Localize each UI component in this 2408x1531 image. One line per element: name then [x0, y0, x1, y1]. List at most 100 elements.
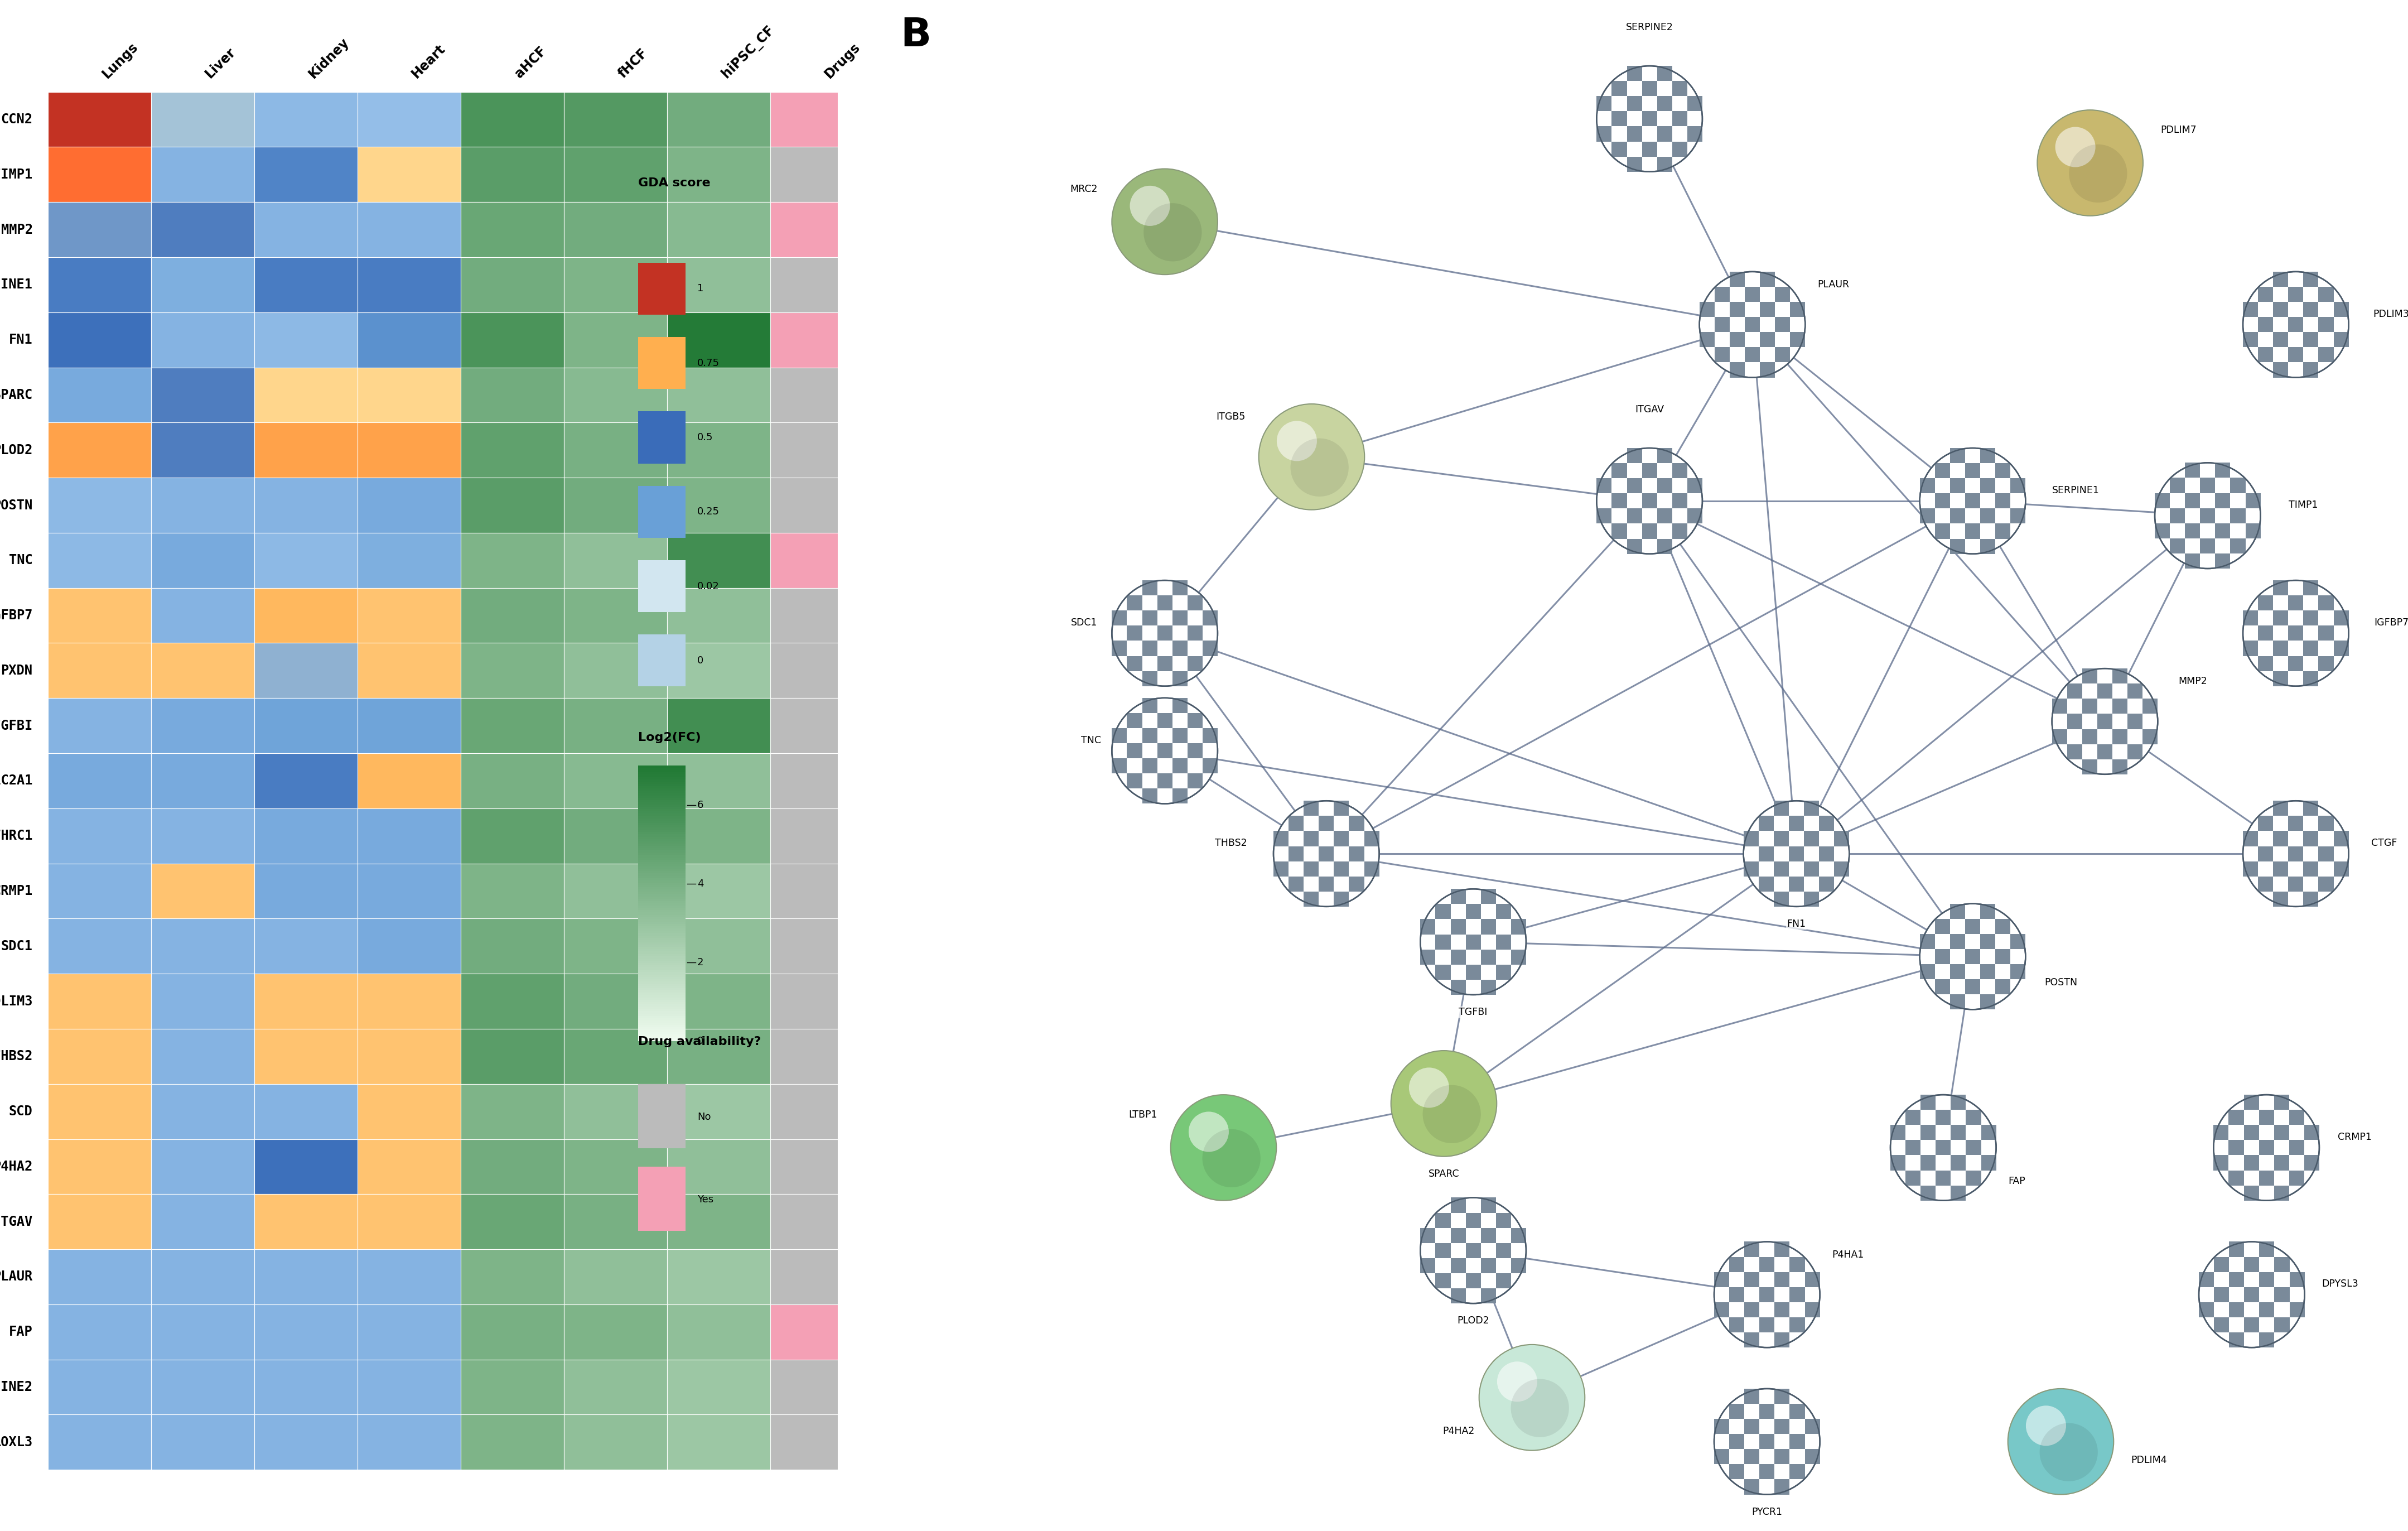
Bar	[2213, 1257, 2230, 1272]
Bar	[1775, 1419, 1789, 1435]
Bar	[638, 876, 686, 879]
Bar	[1481, 1197, 1495, 1213]
Bar	[638, 772, 686, 775]
Bar	[48, 1084, 152, 1139]
Bar	[638, 998, 686, 1000]
Bar	[638, 1001, 686, 1004]
Bar	[359, 1249, 460, 1304]
Bar	[1922, 1095, 1936, 1110]
Text: CTGF: CTGF	[2372, 837, 2396, 848]
Bar	[460, 202, 563, 257]
Bar	[1996, 949, 2011, 965]
Bar	[1789, 1317, 1804, 1332]
Bar	[2215, 524, 2230, 539]
Bar	[563, 919, 667, 974]
Bar	[152, 1304, 255, 1360]
Bar	[2242, 332, 2259, 348]
Bar	[255, 643, 359, 698]
Circle shape	[2068, 144, 2126, 202]
Bar	[2319, 286, 2333, 302]
Text: Drug availability?: Drug availability?	[638, 1036, 761, 1047]
Bar	[1657, 449, 1671, 464]
Bar	[359, 1360, 460, 1415]
Bar	[1818, 847, 1835, 862]
Bar	[2112, 759, 2129, 775]
Bar	[1804, 891, 1818, 906]
Bar	[2304, 801, 2319, 816]
Bar	[1112, 611, 1127, 626]
Bar	[152, 974, 255, 1029]
Circle shape	[1202, 1130, 1259, 1188]
Bar	[1965, 980, 1979, 994]
Bar	[2184, 493, 2201, 508]
Bar	[638, 816, 686, 818]
Bar	[1936, 1170, 1950, 1185]
Bar	[1450, 980, 1466, 995]
Text: No: No	[698, 1112, 710, 1122]
Bar	[2319, 816, 2333, 831]
Bar	[359, 423, 460, 478]
Bar	[638, 1017, 686, 1018]
Bar	[1628, 156, 1642, 171]
Bar	[2259, 1110, 2273, 1125]
Text: 0: 0	[698, 655, 703, 666]
Bar	[152, 312, 255, 367]
Bar	[2304, 862, 2319, 876]
Circle shape	[1170, 1095, 1276, 1200]
Bar	[638, 337, 686, 389]
Bar	[2273, 1095, 2290, 1110]
Bar	[638, 867, 686, 870]
Bar	[638, 833, 686, 834]
Bar	[2276, 1317, 2290, 1332]
Bar	[1919, 965, 1936, 980]
Bar	[2259, 286, 2273, 302]
Bar	[1789, 816, 1804, 831]
Bar	[460, 478, 563, 533]
Bar	[1950, 994, 1965, 1009]
Bar	[1979, 449, 1996, 464]
Bar	[255, 92, 359, 147]
Bar	[48, 1360, 152, 1415]
Bar	[152, 698, 255, 753]
Bar	[460, 533, 563, 588]
Bar	[359, 974, 460, 1029]
Bar	[2259, 1332, 2276, 1347]
Bar	[460, 1029, 563, 1084]
Bar	[1936, 493, 1950, 508]
Bar	[1671, 81, 1688, 96]
Bar	[255, 1139, 359, 1194]
Bar	[2184, 524, 2201, 539]
Circle shape	[1890, 1095, 1996, 1200]
Bar	[638, 1027, 686, 1029]
Bar	[1936, 980, 1950, 994]
Text: TGFBI: TGFBI	[0, 720, 34, 732]
Bar	[1818, 876, 1835, 891]
Bar	[1141, 671, 1158, 686]
Text: SERPINE1: SERPINE1	[0, 279, 34, 291]
Bar	[359, 257, 460, 312]
Bar	[563, 643, 667, 698]
Bar	[638, 879, 686, 880]
Bar	[1657, 508, 1671, 524]
Bar	[667, 147, 771, 202]
Text: 4: 4	[698, 879, 703, 888]
Bar	[2319, 596, 2333, 611]
Text: PLOD2: PLOD2	[1457, 1315, 1488, 1326]
Bar	[2259, 596, 2273, 611]
Bar	[1996, 919, 2011, 934]
Bar	[2155, 493, 2170, 508]
Bar	[359, 1139, 460, 1194]
Bar	[2011, 508, 2025, 524]
Text: POSTN: POSTN	[2044, 978, 2078, 987]
Bar	[1435, 1243, 1450, 1258]
Bar	[638, 940, 686, 942]
Bar	[1187, 713, 1202, 729]
Bar	[563, 808, 667, 863]
Bar	[2259, 348, 2273, 363]
Text: 0: 0	[698, 1036, 703, 1046]
Bar	[1303, 831, 1320, 847]
Bar	[1714, 1272, 1729, 1288]
Bar	[152, 533, 255, 588]
Bar	[771, 92, 838, 147]
Bar	[1657, 478, 1671, 493]
